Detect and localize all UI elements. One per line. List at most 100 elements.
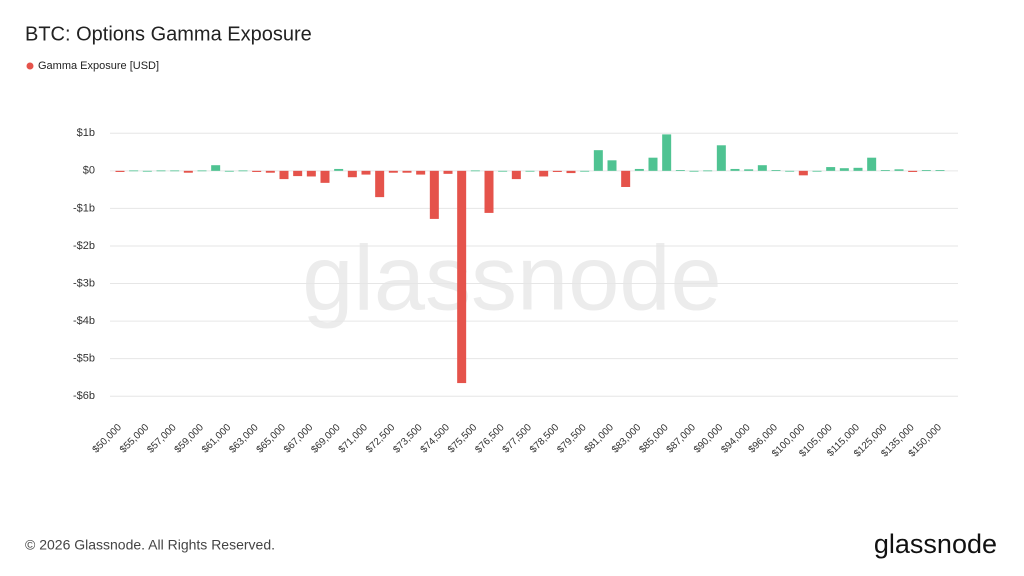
bar [279,170,289,180]
x-tick-label: $73,500 [391,422,425,456]
x-tick-label: $74,500 [419,422,453,456]
x-tick-label: $90,000 [692,422,726,456]
bar [457,170,467,384]
y-tick-label: -$6b [73,390,95,402]
bar [539,170,549,177]
bar [402,170,412,173]
bar [361,170,371,175]
x-tick-label: $94,000 [719,422,753,456]
bar [757,165,767,171]
bar [621,170,631,187]
y-tick-label: $0 [83,165,95,177]
bar [634,168,644,171]
bar [347,170,357,178]
x-tick-label: $83,000 [610,422,644,456]
bar [935,170,945,171]
bar [839,168,849,171]
x-tick-label: $75,500 [446,422,480,456]
bar [921,170,931,171]
bar [375,170,385,198]
bar [238,170,248,172]
bar [716,145,726,171]
bar [511,170,521,180]
bar [744,169,754,171]
bar [566,170,576,174]
x-tick-label: $77,500 [501,422,535,456]
bar [662,134,672,171]
x-tick-label: $71,000 [337,422,371,456]
bar [580,170,590,172]
x-tick-label: $65,000 [255,422,289,456]
chart-title: BTC: Options Gamma Exposure [25,23,312,45]
x-tick-label: $63,000 [227,422,261,456]
bar [211,165,221,171]
bar [908,170,918,172]
y-tick-label: -$5b [73,353,95,365]
bar [416,170,426,175]
bar [142,170,152,172]
x-tick-label: $85,000 [637,422,671,456]
bar [525,170,535,172]
bar [812,170,822,172]
y-tick-label: -$1b [73,202,95,214]
bar [826,167,836,171]
legend-label: Gamma Exposure [USD] [38,60,159,72]
bar [197,170,207,172]
x-tick-label: $61,000 [200,422,234,456]
bar [484,170,494,213]
bar [703,170,713,172]
footer: © 2026 Glassnode. All Rights Reserved. [25,537,275,553]
bar [552,170,562,172]
y-tick-label: -$2b [73,240,95,252]
x-tick-label: $72,500 [364,422,398,456]
y-tick-label: -$3b [73,277,95,289]
bar [293,170,303,177]
bar [224,170,234,172]
bar [306,170,316,177]
x-tick-label: $78,500 [528,422,562,456]
bar [648,157,658,171]
bar [771,170,781,171]
bar [156,170,166,172]
watermark: glassnode [302,227,721,329]
bar [429,170,439,219]
x-tick-label: $81,000 [583,422,617,456]
bar [115,170,125,172]
x-tick-label: $69,000 [309,422,343,456]
bar [730,168,740,171]
x-tick-label: $57,000 [145,422,179,456]
bar [443,170,453,174]
bar [675,170,685,171]
x-tick-label: $50,000 [91,422,125,456]
bar [334,168,344,171]
bar [183,170,193,173]
bar [867,157,877,171]
bar [853,167,863,171]
bar [252,170,262,172]
bar [470,170,480,172]
y-tick-label: $1b [77,127,95,139]
x-tick-label: $67,000 [282,422,316,456]
legend-marker [26,62,34,70]
bar [593,150,603,171]
bar [880,170,890,171]
x-tick-label: $76,500 [473,422,507,456]
logo: glassnode [874,529,997,559]
y-tick-label: -$4b [73,315,95,327]
bar [388,170,398,173]
bar [785,170,795,172]
bar [894,169,904,171]
x-tick-label: $59,000 [173,422,207,456]
bar [607,160,617,171]
bar [129,170,139,172]
bar [265,170,275,173]
bar [498,170,508,172]
bar [689,170,699,172]
bar [170,170,180,172]
x-tick-label: $79,500 [555,422,589,456]
bar [798,170,808,176]
x-tick-label: $55,000 [118,422,152,456]
x-tick-label: $87,000 [665,422,699,456]
bar [320,170,330,183]
